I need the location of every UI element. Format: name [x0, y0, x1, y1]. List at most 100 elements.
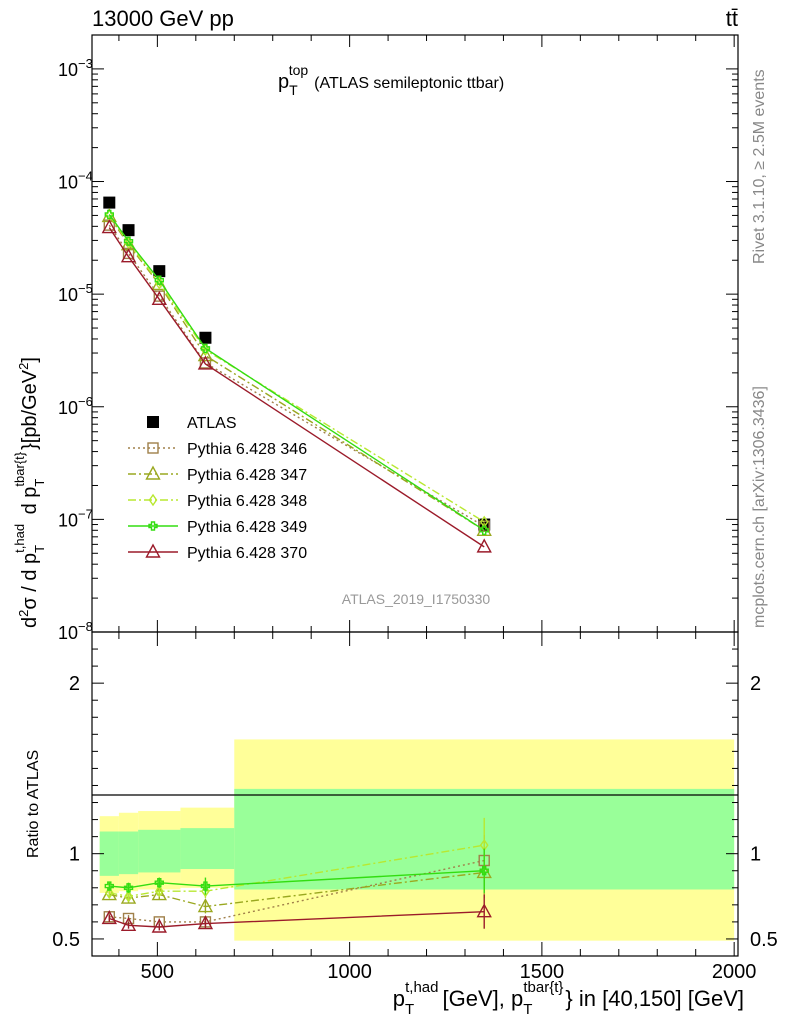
main-y-tick-label: 10−6 — [58, 394, 93, 418]
ratio-data-point — [101, 910, 117, 925]
main-data-point — [124, 236, 133, 250]
legend-item: Pythia 6.428 346 — [128, 441, 307, 458]
ratio-data-point — [151, 886, 167, 901]
ratio-data-point — [197, 898, 214, 913]
ratio-data-point — [104, 881, 115, 891]
main-y-tick-labels: 10−3 10−4 10−5 10−6 10−7 10−8 — [58, 56, 93, 643]
analysis-id-label: ATLAS_2019_I1750330 — [342, 591, 491, 607]
main-series-347 — [101, 207, 492, 536]
ratio-data-point — [151, 918, 167, 933]
ratio-data-point — [120, 916, 137, 932]
main-data-layer — [101, 196, 492, 553]
main-data-point — [201, 343, 210, 357]
rivet-version-label: Rivet 3.1.10, ≥ 2.5M events — [751, 69, 768, 264]
main-data-point — [476, 538, 492, 553]
ratio-data-point — [201, 884, 210, 898]
legend-item: Pythia 6.428 349 — [128, 519, 307, 536]
x-tick-label: 500 — [141, 961, 174, 983]
main-plot-frame — [91, 34, 739, 633]
legend-marker — [147, 416, 159, 428]
legend-label: Pythia 6.428 346 — [187, 441, 307, 458]
main-data-point — [103, 196, 116, 209]
ratio-y-tick-label-right: 0.5 — [750, 929, 778, 951]
legend-marker — [145, 543, 161, 558]
ratio-tick-labels: 0.5 0.5 1 1 2 2 500 1000 1500 2000 — [52, 673, 778, 983]
ratio-y-axis-label: Ratio to ATLAS — [25, 750, 42, 858]
ratio-data-point — [104, 886, 114, 900]
main-axis-ticks — [92, 34, 738, 633]
main-series-line — [108, 224, 485, 527]
legend-marker — [148, 521, 158, 531]
energy-label: 13000 GeV pp — [92, 6, 234, 31]
legend-label: Pythia 6.428 370 — [187, 545, 307, 562]
main-data-point — [479, 525, 489, 535]
legend-label: Pythia 6.428 348 — [187, 493, 307, 510]
ratio-data-point — [476, 903, 492, 918]
main-data-point — [123, 236, 134, 246]
legend-marker — [145, 465, 161, 480]
ratio-data-point — [200, 881, 211, 891]
main-data-point — [120, 248, 137, 263]
main-y-tick-label: 10−5 — [58, 281, 93, 305]
ratio-inner-band — [180, 828, 235, 870]
main-data-point — [197, 347, 214, 362]
ratio-uncertainty-bands — [99, 739, 735, 941]
process-label: tt̄ — [726, 6, 738, 31]
x-tick-label: 1500 — [520, 961, 565, 983]
ratio-data-point — [154, 877, 164, 888]
ratio-data-point — [197, 915, 214, 930]
ratio-plot-frame — [91, 631, 739, 957]
main-y-tick-label: 10−3 — [58, 56, 93, 80]
ratio-series-370 — [101, 894, 492, 933]
ratio-data-point — [479, 866, 489, 876]
legend-item: ATLAS — [147, 415, 237, 432]
ratio-axis-ticks — [92, 632, 738, 956]
main-data-point — [200, 343, 211, 354]
main-y-tick-label: 10−8 — [58, 619, 93, 643]
ratio-y-tick-label-left: 2 — [69, 673, 80, 695]
ratio-series-349 — [104, 848, 489, 895]
main-data-point — [151, 290, 167, 305]
legend-marker — [147, 442, 159, 454]
legend-label: Pythia 6.428 349 — [187, 519, 307, 536]
legend-label: ATLAS — [187, 415, 237, 432]
main-series-349 — [104, 209, 489, 535]
legend-item: Pythia 6.428 347 — [128, 465, 307, 484]
main-y-tick-label: 10−4 — [58, 169, 93, 193]
legend-label: Pythia 6.428 347 — [187, 467, 307, 484]
ratio-inner-band — [99, 831, 119, 876]
ratio-data-point — [154, 884, 164, 898]
main-data-point — [122, 224, 135, 237]
x-tick-label: 1000 — [327, 961, 372, 983]
main-series-line — [108, 215, 485, 523]
main-series-line — [108, 227, 485, 548]
main-series-line — [108, 214, 485, 531]
main-data-point — [197, 355, 214, 370]
main-y-tick-label: 10−7 — [58, 506, 93, 530]
ratio-plot-panel: 0.5 0.5 1 1 2 2 500 1000 1500 2000 Ratio to ATLAS… — [25, 631, 778, 1018]
ratio-data-layer — [101, 817, 492, 933]
legend-item: Pythia 6.428 348 — [128, 493, 307, 510]
ratio-y-tick-label-right: 2 — [750, 673, 761, 695]
main-data-point — [154, 275, 164, 285]
ratio-data-point — [123, 883, 134, 893]
ratio-inner-band — [138, 829, 181, 873]
legend: ATLAS Pythia 6.428 346 Pythia 6.428 347 Pyt… — [128, 415, 307, 562]
main-data-point — [101, 219, 117, 234]
main-data-point — [153, 265, 166, 278]
x-axis-label: pTt,had [GeV], pTtbar{t}} in [40,150] [Ge… — [393, 979, 744, 1018]
mcplots-source-label: mcplots.cern.ch [arXiv:1306.3436] — [751, 386, 768, 628]
ratio-y-tick-label-right: 1 — [750, 844, 761, 866]
ratio-y-tick-label-left: 1 — [69, 844, 80, 866]
ratio-data-point — [124, 890, 133, 903]
legend-marker — [148, 493, 158, 507]
main-y-axis-label: d2σ / d pTt,had d pTtbar{t}}[pb/GeV2] — [12, 357, 47, 628]
main-plot-panel: 10−3 10−4 10−5 10−6 10−7 10−8 pTtop(ATLAS sem… — [12, 34, 739, 643]
main-data-point — [104, 209, 115, 220]
x-tick-label: 2000 — [712, 961, 757, 983]
legend-item: Pythia 6.428 370 — [128, 543, 307, 562]
ratio-y-tick-label-left: 0.5 — [52, 929, 80, 951]
ratio-inner-band — [118, 831, 139, 875]
main-series-370 — [101, 219, 492, 553]
